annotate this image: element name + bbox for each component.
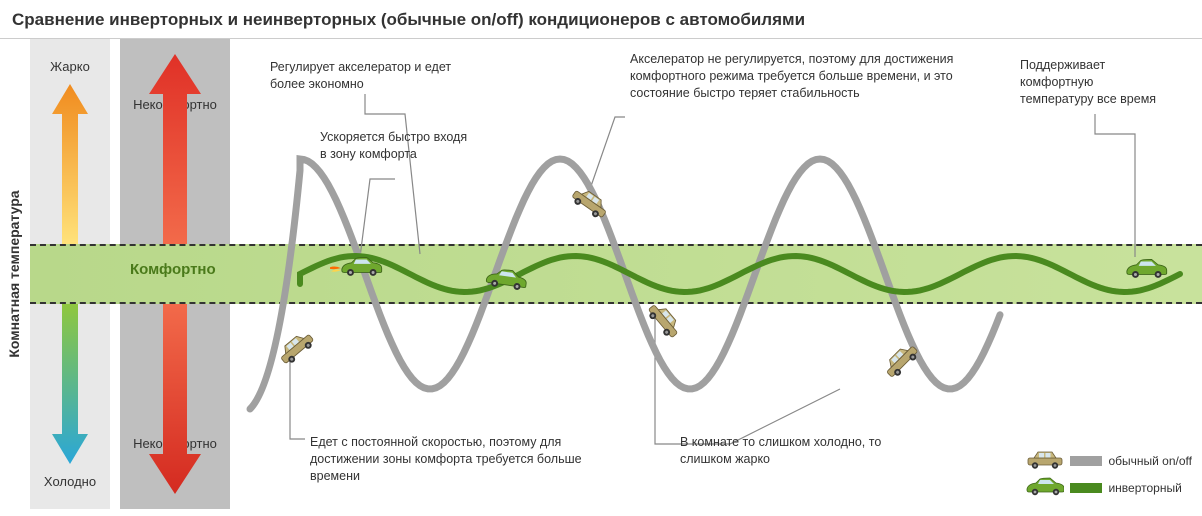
legend-swatch-onoff bbox=[1070, 456, 1102, 466]
car-old-icon bbox=[558, 173, 619, 226]
legend-inverter: инверторный bbox=[1024, 476, 1192, 499]
legend: обычный on/off инверторный bbox=[1024, 445, 1192, 499]
car-old-icon bbox=[263, 321, 323, 377]
caption-accelerates: Ускоряется быстро входя в зону комфорта bbox=[320, 129, 470, 163]
zone-cold: Холодно bbox=[30, 474, 110, 489]
car-new-icon bbox=[330, 253, 386, 279]
car-new-icon bbox=[1115, 255, 1171, 281]
discomfort-arrow-up bbox=[147, 54, 203, 244]
temp-arrow-down bbox=[50, 304, 90, 464]
legend-car-new-icon bbox=[1024, 476, 1064, 499]
comfort-label: Комфортно bbox=[130, 261, 216, 278]
caption-maintains: Поддерживает комфортную температуру все … bbox=[1020, 57, 1170, 108]
diagram-area: Комнатная температура Жарко Холодно Неко… bbox=[0, 39, 1202, 509]
y-axis-label: Комнатная температура bbox=[6, 190, 22, 357]
caption-not-regulated: Акселератор не регулируется, поэтому для… bbox=[630, 51, 960, 102]
legend-swatch-inverter bbox=[1070, 483, 1102, 493]
legend-onoff: обычный on/off bbox=[1024, 449, 1192, 472]
legend-onoff-label: обычный on/off bbox=[1108, 454, 1192, 468]
temp-arrow-up bbox=[50, 84, 90, 244]
legend-car-old-icon bbox=[1024, 449, 1064, 472]
page-title: Сравнение инверторных и неинверторных (о… bbox=[0, 0, 1202, 39]
caption-constant: Едет с постоянной скоростью, поэтому для… bbox=[310, 434, 590, 485]
car-old-icon bbox=[869, 333, 927, 391]
legend-inverter-label: инверторный bbox=[1108, 481, 1181, 495]
caption-regulates: Регулирует акселератор и едет более экон… bbox=[270, 59, 460, 93]
caption-too-cold-hot: В комнате то слишком холодно, то слишком… bbox=[680, 434, 910, 468]
discomfort-arrow-down bbox=[147, 304, 203, 494]
zone-hot: Жарко bbox=[30, 59, 110, 74]
